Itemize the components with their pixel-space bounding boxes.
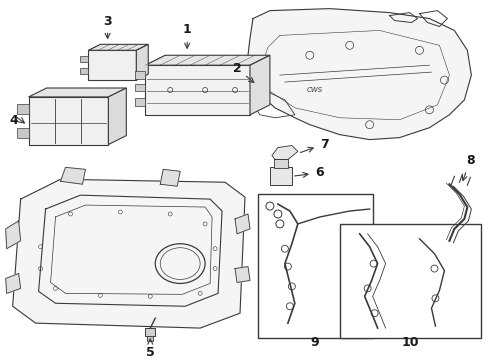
Text: 1: 1: [183, 23, 191, 48]
Polygon shape: [249, 55, 269, 115]
Polygon shape: [17, 104, 29, 114]
Polygon shape: [17, 128, 29, 138]
Text: 4: 4: [10, 114, 19, 127]
Text: 5: 5: [145, 339, 154, 359]
Polygon shape: [88, 44, 148, 50]
Bar: [258, 194, 372, 338]
Text: 6: 6: [294, 166, 323, 179]
Polygon shape: [6, 221, 20, 249]
Polygon shape: [135, 98, 145, 106]
Text: 2: 2: [232, 62, 253, 82]
Bar: [269, 167, 291, 185]
Polygon shape: [88, 50, 136, 80]
Polygon shape: [61, 167, 85, 184]
Bar: [145, 328, 155, 336]
Polygon shape: [13, 179, 244, 328]
Polygon shape: [29, 88, 126, 97]
Polygon shape: [271, 145, 297, 159]
Polygon shape: [81, 68, 88, 74]
Polygon shape: [160, 169, 180, 186]
Text: 8: 8: [461, 154, 474, 180]
Text: CWS: CWS: [306, 87, 322, 93]
Bar: [147, 336, 153, 341]
Polygon shape: [145, 55, 269, 65]
Text: 10: 10: [401, 337, 418, 350]
Polygon shape: [29, 97, 108, 145]
Polygon shape: [81, 56, 88, 62]
Polygon shape: [108, 88, 126, 145]
Polygon shape: [235, 214, 249, 234]
Text: 7: 7: [300, 138, 328, 153]
Bar: [273, 159, 287, 168]
Text: 3: 3: [103, 14, 112, 39]
Polygon shape: [6, 274, 20, 293]
Polygon shape: [135, 84, 145, 91]
Polygon shape: [235, 266, 249, 283]
Polygon shape: [247, 9, 470, 140]
Polygon shape: [145, 65, 249, 115]
Bar: [339, 224, 480, 338]
Text: 9: 9: [310, 337, 319, 350]
Polygon shape: [135, 71, 145, 79]
Polygon shape: [136, 44, 148, 80]
